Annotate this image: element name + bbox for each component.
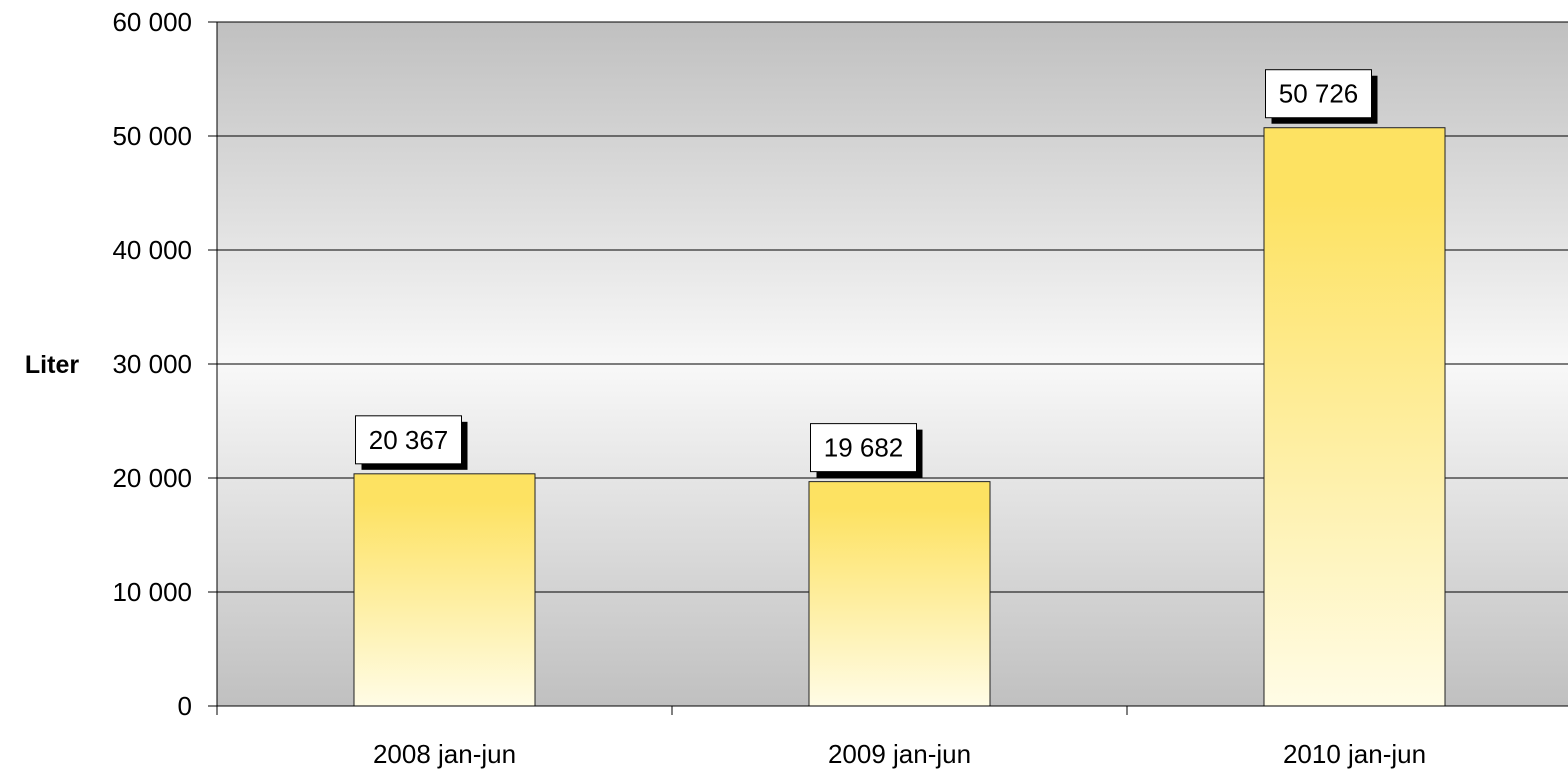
x-tick-label: 2009 jan-jun (828, 739, 971, 769)
data-label-box (355, 415, 462, 465)
y-tick-label: 0 (178, 691, 192, 721)
bar (353, 473, 536, 707)
y-tick-label: 10 000 (112, 577, 192, 607)
y-axis-label: Liter (25, 351, 79, 379)
data-label: 50 726 (1279, 79, 1359, 109)
data-label: 20 367 (369, 425, 449, 455)
x-tick-label: 2008 jan-jun (373, 739, 516, 769)
bar (1263, 127, 1446, 707)
data-label: 19 682 (824, 433, 904, 463)
y-tick-label: 30 000 (112, 349, 192, 379)
data-label-box (810, 423, 917, 473)
data-label-box (1265, 69, 1372, 119)
y-tick-label: 60 000 (112, 7, 192, 37)
y-tick-label: 40 000 (112, 235, 192, 265)
bar (808, 481, 991, 707)
y-tick-label: 50 000 (112, 121, 192, 151)
x-tick-label: 2010 jan-jun (1283, 739, 1426, 769)
y-tick-label: 20 000 (112, 463, 192, 493)
